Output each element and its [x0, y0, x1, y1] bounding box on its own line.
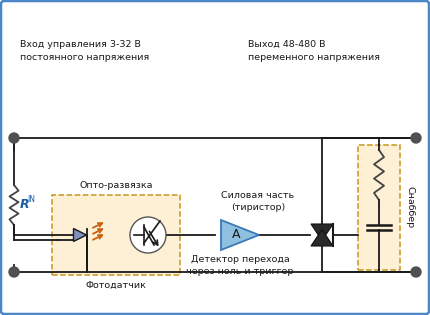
Text: A: A: [232, 228, 240, 242]
Polygon shape: [74, 228, 86, 242]
Text: Выход 48-480 В: Выход 48-480 В: [248, 40, 326, 49]
Circle shape: [130, 217, 166, 253]
Polygon shape: [311, 224, 333, 240]
Text: Вход управления 3-32 В: Вход управления 3-32 В: [20, 40, 141, 49]
Circle shape: [411, 267, 421, 277]
Text: R: R: [20, 198, 30, 211]
Text: переменного напряжения: переменного напряжения: [248, 53, 380, 62]
Circle shape: [9, 267, 19, 277]
Bar: [358, 145, 400, 270]
Text: IN: IN: [27, 196, 35, 204]
Polygon shape: [221, 220, 259, 250]
Polygon shape: [311, 230, 333, 246]
Text: Снаббер: Снаббер: [405, 186, 415, 229]
Text: Фотодатчик: Фотодатчик: [86, 280, 147, 289]
Circle shape: [9, 133, 19, 143]
Circle shape: [411, 133, 421, 143]
Bar: [52, 195, 180, 275]
Text: Силовая часть: Силовая часть: [221, 191, 295, 199]
Text: постоянного напряжения: постоянного напряжения: [20, 53, 149, 62]
Text: Детектор перехода: Детектор перехода: [190, 255, 289, 265]
Text: через ноль и триггер: через ноль и триггер: [186, 267, 294, 277]
Text: (тиристор): (тиристор): [231, 203, 285, 211]
Text: Опто-развязка: Опто-развязка: [79, 180, 153, 190]
